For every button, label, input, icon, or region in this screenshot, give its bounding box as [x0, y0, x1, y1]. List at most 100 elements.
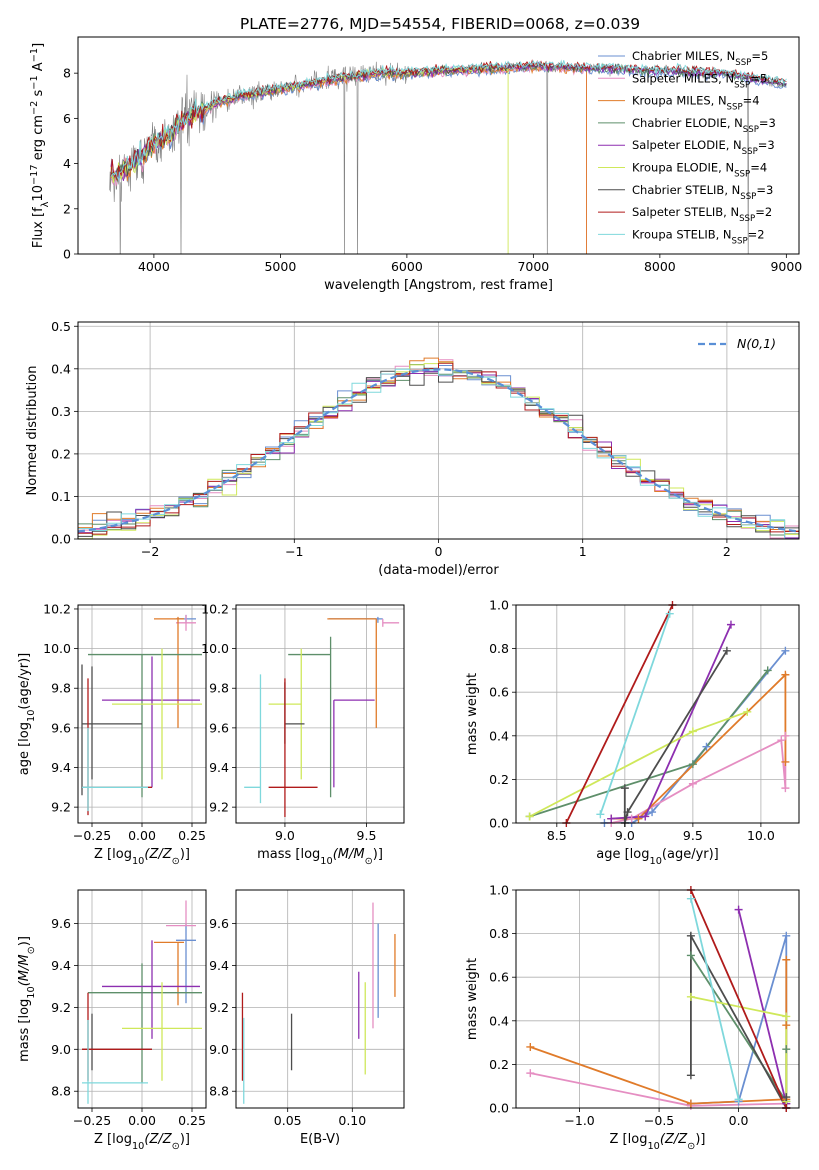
weight-marker — [688, 779, 697, 788]
axes-frame — [515, 604, 800, 824]
x-tick-label: 0.25 — [178, 1113, 206, 1128]
weight-marker — [641, 812, 650, 821]
model-spectrum — [110, 59, 787, 181]
axes-frame — [77, 36, 800, 255]
y-tick-label: 9.4 — [209, 760, 229, 775]
weight-marker — [623, 808, 632, 817]
y-tick-label: 0.2 — [489, 772, 509, 787]
model-spectrum — [110, 64, 587, 254]
x-tick-label: 9.5 — [357, 828, 377, 843]
y-tick-label: 9.8 — [51, 681, 71, 696]
y-tick-label: 10.2 — [43, 601, 71, 616]
weight-marker — [781, 731, 790, 740]
y-tick-label: 9.6 — [209, 720, 229, 735]
plot-area — [109, 59, 787, 254]
weight-line — [530, 959, 788, 1105]
axes-frame — [235, 889, 405, 1109]
weight-marker — [734, 1095, 743, 1104]
model-spectrum — [110, 59, 787, 182]
x-tick-label: 9.0 — [615, 828, 635, 843]
panel-mass-weight-vs-age: 8.5 9.0 9.5 10.0 0.0 0.2 0.4 0.6 0.8 1.0 age [log1… — [465, 598, 800, 867]
y-tick-label: 0.3 — [51, 404, 71, 419]
weight-marker — [734, 905, 743, 914]
x-tick-label: 6000 — [391, 259, 423, 274]
y-tick-label: 6 — [63, 111, 71, 126]
y-tick-label: 0.4 — [51, 361, 71, 376]
weight-line — [599, 613, 671, 815]
weight-marker — [526, 1042, 535, 1051]
x-tick-label: 0.05 — [274, 1113, 302, 1128]
y-tick-label: 4 — [63, 156, 71, 171]
weight-marker — [782, 931, 791, 940]
weight-marker — [686, 894, 695, 903]
x-tick-label: −0.5 — [644, 1113, 674, 1128]
x-tick-label: 9000 — [770, 259, 802, 274]
x-tick-label: 8000 — [644, 259, 676, 274]
weight-marker — [726, 620, 735, 629]
plot-area — [241, 902, 396, 1104]
y-tick-label: 9.4 — [51, 958, 71, 973]
plot-area — [530, 890, 788, 1108]
x-axis-label: Z [log10(Z/Z⊙)] — [94, 847, 190, 867]
weight-marker — [596, 810, 605, 819]
y-tick-label: 0.8 — [489, 641, 509, 656]
y-tick-label: 9.6 — [51, 916, 71, 931]
plot-area — [244, 616, 400, 818]
weight-marker — [781, 646, 790, 655]
x-axis-label: wavelength [Angstrom, rest frame] — [324, 278, 553, 293]
weight-marker — [782, 1012, 791, 1021]
x-axis-label: mass [log10(M/M⊙)] — [257, 847, 383, 867]
legend-label: Chabrier MILES, NSSP=5 — [632, 49, 768, 68]
x-tick-label: 0.0 — [729, 1113, 749, 1128]
y-tick-label: 9.6 — [209, 916, 229, 931]
model-spectrum — [110, 61, 787, 181]
x-tick-label: 1 — [579, 544, 587, 559]
x-tick-label: −0.25 — [73, 828, 111, 843]
y-tick-label: 0.8 — [489, 926, 509, 941]
weight-marker — [525, 812, 534, 821]
x-axis-label: Z [log10(Z/Z⊙)] — [610, 1132, 706, 1152]
x-tick-label: 0 — [435, 544, 443, 559]
x-axis-label: Z [log10(Z/Z⊙)] — [94, 1132, 190, 1152]
weight-marker — [665, 609, 674, 618]
x-tick-label: 0.00 — [128, 828, 156, 843]
legend-label: Kroupa MILES, NSSP=4 — [632, 94, 760, 113]
weight-marker — [607, 814, 616, 823]
y-tick-label: 0.5 — [51, 319, 71, 334]
weight-marker — [722, 646, 731, 655]
y-tick-label: 8.8 — [209, 1084, 229, 1099]
y-axis-label: age [log10(age/yr)] — [17, 653, 37, 776]
weight-marker — [627, 814, 636, 823]
y-axis-label: mass weight — [465, 958, 480, 1040]
y-tick-label: 9.2 — [51, 1000, 71, 1015]
y-tick-label: 8 — [63, 66, 71, 81]
y-tick-label: 1.0 — [489, 598, 509, 613]
x-tick-label: 0.10 — [338, 1113, 366, 1128]
model-spectrum — [110, 61, 587, 254]
y-tick-label: 10.0 — [43, 641, 71, 656]
weight-line — [565, 605, 674, 823]
weight-marker — [686, 1071, 695, 1080]
weight-line — [623, 650, 728, 823]
weight-marker — [702, 742, 711, 751]
weight-line — [690, 898, 740, 1100]
axes-frame — [515, 889, 800, 1109]
model-spectrum — [110, 63, 509, 254]
y-axis-label: mass [log10(M/M⊙)] — [17, 936, 37, 1062]
y-tick-label: 9.2 — [209, 800, 229, 815]
weight-marker — [781, 670, 790, 679]
y-axis-label: Normed distribution — [25, 366, 40, 496]
x-tick-label: −2 — [141, 544, 159, 559]
normal-curve — [78, 368, 799, 533]
x-tick-label: 9.5 — [683, 828, 703, 843]
weight-marker — [782, 1021, 791, 1030]
panel-age-vs-z: −0.25 0.00 0.25 9.2 9.4 9.6 9.8 10.0 10.2 Z [log1… — [17, 601, 207, 867]
weight-marker — [620, 784, 629, 793]
weight-marker — [781, 757, 790, 766]
legend-label: Kroupa STELIB, NSSP=2 — [632, 227, 765, 246]
weight-marker — [686, 931, 695, 940]
plot-area — [81, 614, 202, 816]
weight-marker — [782, 1093, 791, 1102]
weight-marker — [782, 1045, 791, 1054]
